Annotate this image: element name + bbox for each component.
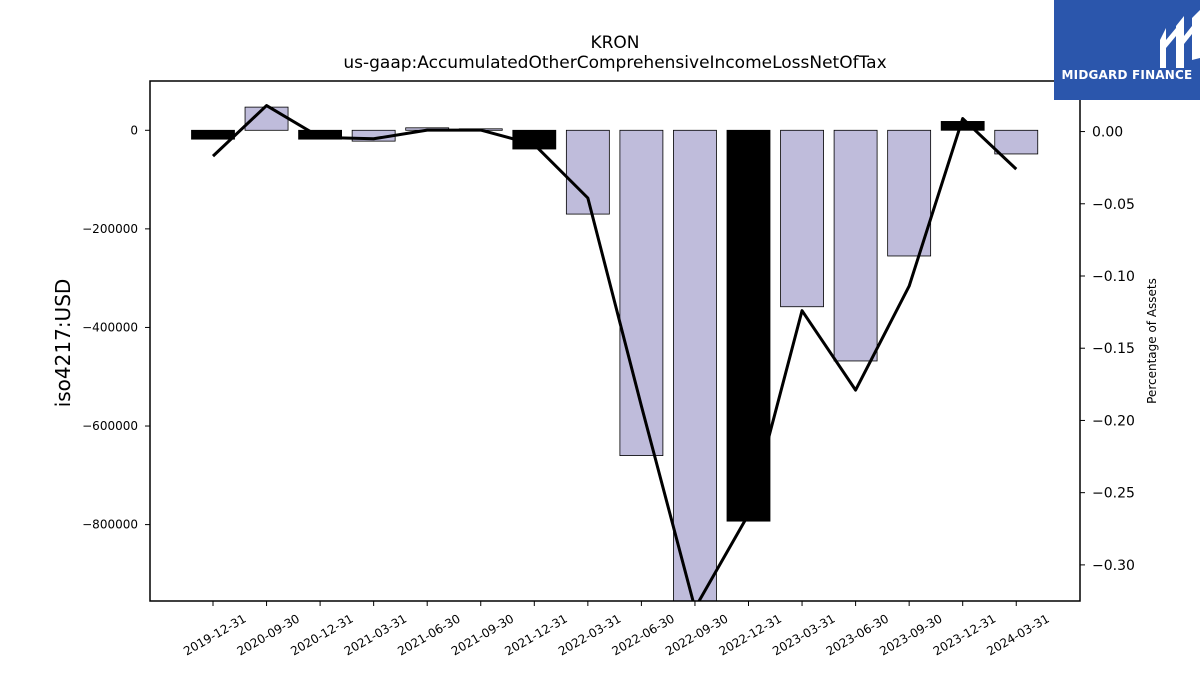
chart-subtitle: us-gaap:AccumulatedOtherComprehensiveInc… xyxy=(343,53,886,73)
plot-frame xyxy=(149,80,1081,602)
bar xyxy=(191,129,235,140)
y2-tick-label: −0.15 xyxy=(1092,341,1135,357)
bar xyxy=(780,129,824,308)
y2-tick-label: −0.30 xyxy=(1092,558,1135,574)
y-tick-label: −200000 xyxy=(82,222,138,236)
bar xyxy=(298,129,343,140)
logo: MIDGARD FINANCE xyxy=(1054,0,1200,100)
percent-of-assets-line xyxy=(211,104,1018,601)
bar xyxy=(673,129,717,601)
y-axis-label: iso4217:USD xyxy=(51,279,75,408)
chart-title: KRON xyxy=(590,33,639,53)
y-tick-label: −800000 xyxy=(82,518,138,532)
y2-tick-label: −0.25 xyxy=(1092,486,1135,502)
y-tick-label: −600000 xyxy=(82,419,138,433)
y2-tick-label: −0.05 xyxy=(1092,197,1135,213)
midgard-logo-icon xyxy=(1160,10,1200,68)
bar xyxy=(833,129,878,362)
logo-text: MIDGARD FINANCE xyxy=(1061,68,1193,82)
bar xyxy=(994,129,1039,155)
y2-tick-label: 0.00 xyxy=(1092,125,1123,141)
y-tick-label: −400000 xyxy=(82,320,138,334)
y-tick-label: 0 xyxy=(130,123,138,137)
y2-axis-label: Percentage of Assets xyxy=(1145,278,1159,404)
bar xyxy=(887,129,932,257)
y2-tick-label: −0.20 xyxy=(1092,413,1135,429)
y2-tick-label: −0.10 xyxy=(1092,269,1135,285)
